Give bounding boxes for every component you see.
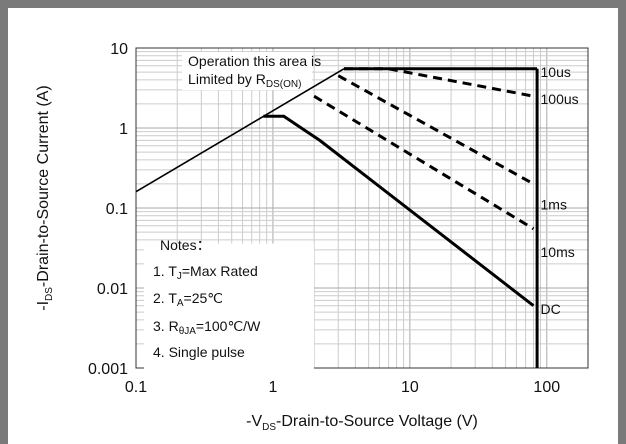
y-tick-label: 0.01 xyxy=(97,281,128,298)
note-item: 3. RθJA=100℃/W xyxy=(153,318,261,337)
y-tick-labels: 10 1 0.1 0.01 0.001 xyxy=(88,41,128,378)
y-tick-label: 0.001 xyxy=(88,361,128,378)
notes-box: Notes： 1. TJ=Max Rated 2. TA=25℃ 3. RθJA… xyxy=(144,237,314,394)
notes-background xyxy=(144,243,314,394)
series-line-10ms xyxy=(313,94,535,231)
x-tick-label: 0.1 xyxy=(125,379,147,396)
y-tick-label: 10 xyxy=(110,41,128,58)
curve-labels: 10us 100us 1ms 10ms DC xyxy=(541,64,579,317)
annotation-background xyxy=(182,52,313,90)
series-line-dc xyxy=(263,114,535,307)
series-line-100us xyxy=(343,67,534,98)
x-tick-labels: 0.1 1 10 100 xyxy=(125,379,560,396)
soa-chart: Notes： 1. TJ=Max Rated 2. TA=25℃ 3. RθJA… xyxy=(35,41,589,433)
annotation-line-2: Limited by RDS(ON) xyxy=(188,71,301,90)
note-item: 4. Single pulse xyxy=(153,344,245,360)
curve-label: 10ms xyxy=(541,244,575,260)
x-tick-label: 100 xyxy=(533,379,560,396)
y-tick-label: 1 xyxy=(119,121,128,138)
x-tick-label: 10 xyxy=(401,379,419,396)
x-axis-title: -VDS-Drain-to-Source Voltage (V) xyxy=(246,413,478,433)
note-item: 1. TJ=Max Rated xyxy=(153,263,258,282)
series-line-1ms xyxy=(337,74,535,186)
curve-label: 10us xyxy=(541,64,571,80)
series-group xyxy=(135,67,539,368)
note-item: 2. TA=25℃ xyxy=(153,290,223,309)
curve-label: DC xyxy=(541,301,561,317)
curve-label: 1ms xyxy=(541,197,567,213)
annotation-line-1: Operation this area is xyxy=(188,53,321,69)
y-tick-label: 0.1 xyxy=(106,201,128,218)
plot-border xyxy=(135,47,589,369)
chart-frame: Notes： 1. TJ=Max Rated 2. TA=25℃ 3. RθJA… xyxy=(8,8,618,444)
x-tick-label: 1 xyxy=(268,379,277,396)
notes-title: Notes： xyxy=(160,237,211,253)
rds-on-annotation: Operation this area is Limited by RDS(ON… xyxy=(182,52,321,90)
curve-label: 100us xyxy=(541,91,579,107)
y-axis-title: -IDS-Drain-to-Source Current (A) xyxy=(35,85,55,311)
series-line-rds-on-limit xyxy=(135,68,345,193)
